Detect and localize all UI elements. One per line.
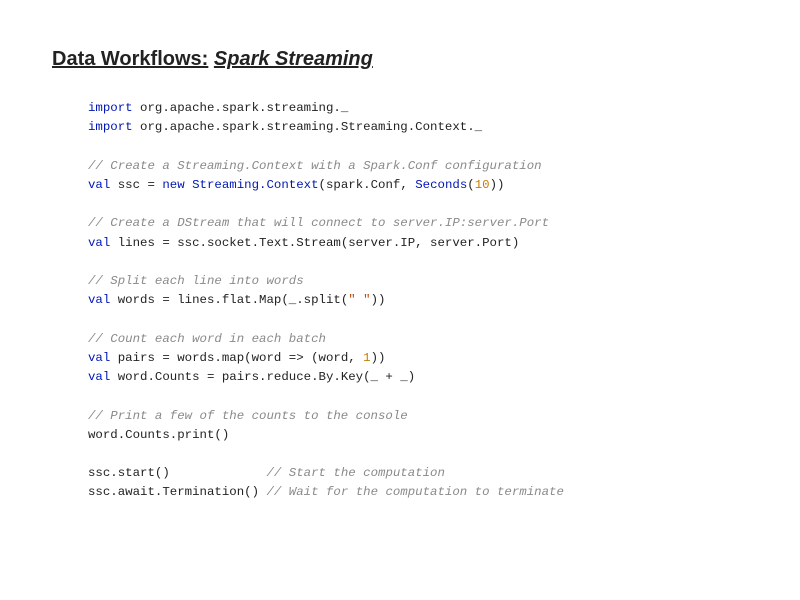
title-part-2: Spark Streaming <box>214 48 373 70</box>
code-line: val lines = ssc.socket.Text.Stream(serve… <box>88 234 748 253</box>
code-block: import org.apache.spark.streaming._impor… <box>88 99 748 503</box>
code-token <box>185 178 192 192</box>
code-line <box>88 195 748 214</box>
code-token: org.apache.spark.streaming._ <box>133 101 349 115</box>
code-token: import <box>88 101 133 115</box>
code-token: Streaming.Context <box>192 178 318 192</box>
code-token: ssc.await.Termination() <box>88 485 266 499</box>
code-token: org.apache.spark.streaming.Streaming.Con… <box>133 120 482 134</box>
code-token: // Count each word in each batch <box>88 332 326 346</box>
code-token: word.Counts = pairs.reduce.By.Key(_ + _) <box>110 370 415 384</box>
code-token: // Print a few of the counts to the cons… <box>88 409 408 423</box>
code-line: // Count each word in each batch <box>88 330 748 349</box>
code-token: // Wait for the computation to terminate <box>266 485 563 499</box>
code-token: ssc.start() <box>88 466 266 480</box>
code-token: 10 <box>475 178 490 192</box>
code-token: word.Counts.print() <box>88 428 229 442</box>
code-token: words = lines.flat.Map(_.split( <box>110 293 348 307</box>
code-token: val <box>88 351 110 365</box>
code-token: val <box>88 293 110 307</box>
code-token: new <box>162 178 184 192</box>
code-line <box>88 445 748 464</box>
code-line: val pairs = words.map(word => (word, 1)) <box>88 349 748 368</box>
code-line <box>88 253 748 272</box>
code-line: import org.apache.spark.streaming.Stream… <box>88 118 748 137</box>
code-token: // Start the computation <box>266 466 444 480</box>
code-token: )) <box>371 293 386 307</box>
code-line <box>88 310 748 329</box>
code-line <box>88 137 748 156</box>
code-token: ( <box>467 178 474 192</box>
code-token: )) <box>490 178 505 192</box>
code-token: // Split each line into words <box>88 274 304 288</box>
code-token: // Create a DStream that will connect to… <box>88 216 549 230</box>
code-token: 1 <box>363 351 370 365</box>
code-token: )) <box>371 351 386 365</box>
code-line: import org.apache.spark.streaming._ <box>88 99 748 118</box>
code-token: lines = ssc.socket.Text.Stream(server.IP… <box>110 236 519 250</box>
code-token: import <box>88 120 133 134</box>
code-line: ssc.await.Termination() // Wait for the … <box>88 483 748 502</box>
code-token: Seconds <box>415 178 467 192</box>
title-part-1: Data Workflows: <box>52 48 208 70</box>
code-token: val <box>88 370 110 384</box>
code-line <box>88 387 748 406</box>
code-token: val <box>88 236 110 250</box>
code-line: // Create a DStream that will connect to… <box>88 214 748 233</box>
code-token: ssc = <box>110 178 162 192</box>
code-token: // Create a Streaming.Context with a Spa… <box>88 159 542 173</box>
code-token: " " <box>348 293 370 307</box>
page-title: Data Workflows: Spark Streaming <box>52 48 748 71</box>
code-line: // Create a Streaming.Context with a Spa… <box>88 157 748 176</box>
code-line: word.Counts.print() <box>88 426 748 445</box>
code-token: pairs = words.map(word => (word, <box>110 351 363 365</box>
code-line: ssc.start() // Start the computation <box>88 464 748 483</box>
code-line: // Print a few of the counts to the cons… <box>88 407 748 426</box>
code-token: val <box>88 178 110 192</box>
slide: Data Workflows: Spark Streaming import o… <box>0 0 800 600</box>
code-line: // Split each line into words <box>88 272 748 291</box>
code-line: val ssc = new Streaming.Context(spark.Co… <box>88 176 748 195</box>
code-token: (spark.Conf, <box>319 178 416 192</box>
code-line: val word.Counts = pairs.reduce.By.Key(_ … <box>88 368 748 387</box>
code-line: val words = lines.flat.Map(_.split(" ")) <box>88 291 748 310</box>
